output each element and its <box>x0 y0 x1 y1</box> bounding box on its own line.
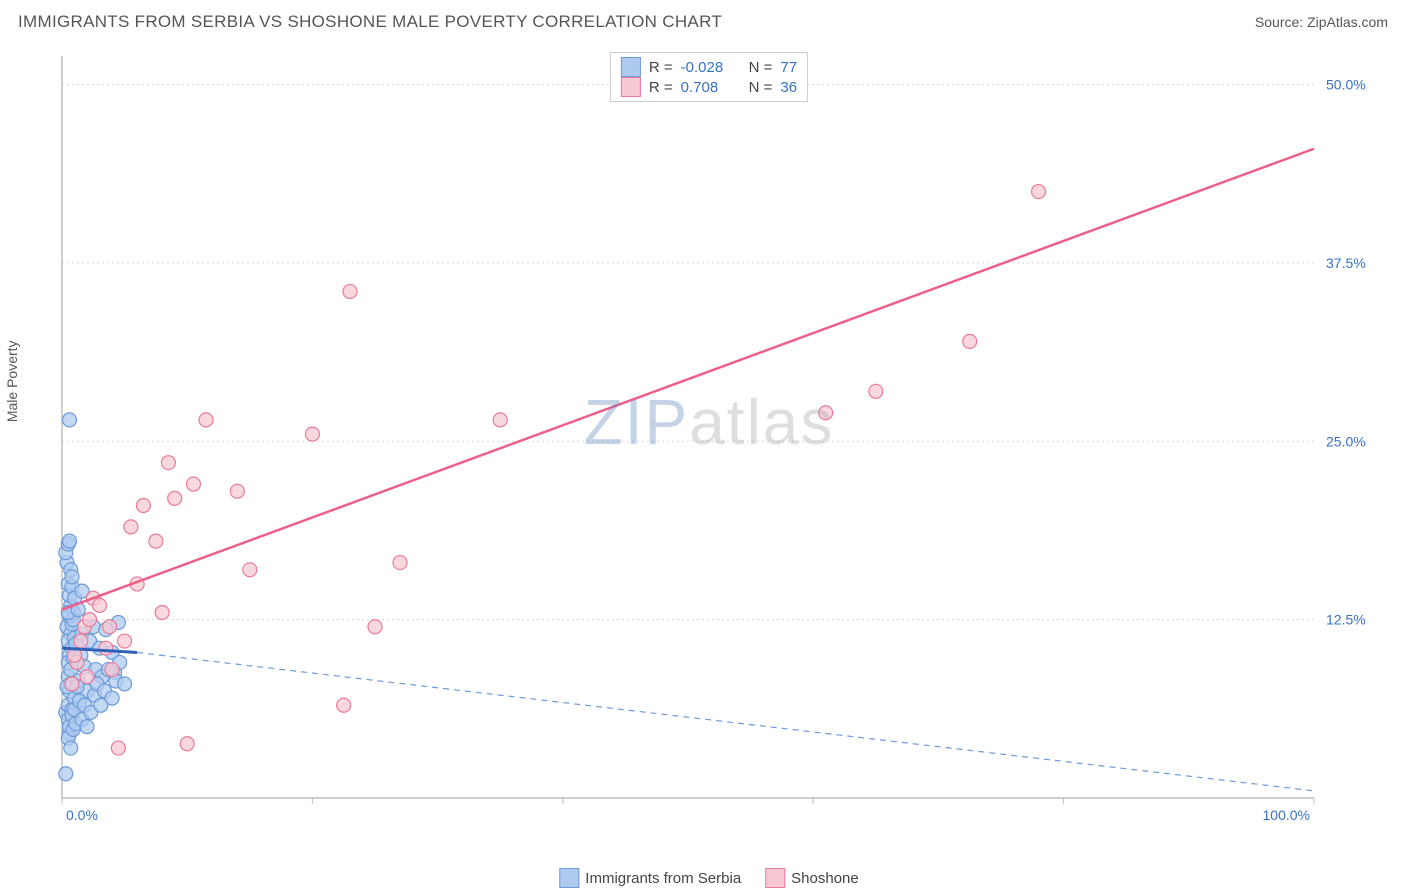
legend-r-label: R = <box>649 59 673 76</box>
data-point <box>80 670 94 684</box>
data-point <box>63 534 77 548</box>
data-point <box>199 413 213 427</box>
data-point <box>337 698 351 712</box>
x-tick-label: 100.0% <box>1263 807 1310 823</box>
data-point <box>118 677 132 691</box>
scatter-plot: 12.5% 25.0% 37.5% 50.0% 0.0% 100.0% <box>54 48 1384 828</box>
chart-title: IMMIGRANTS FROM SERBIA VS SHOSHONE MALE … <box>18 12 722 32</box>
x-tick-label: 0.0% <box>66 807 98 823</box>
chart-container: Male Poverty 12.5%25.0%37.5%50.0%0.0%100… <box>30 48 1388 862</box>
data-point <box>99 641 113 655</box>
data-point <box>155 606 169 620</box>
data-point <box>105 663 119 677</box>
trend-line <box>62 149 1314 610</box>
legend-swatch <box>621 77 641 97</box>
y-tick-label: 12.5% <box>1326 612 1366 628</box>
legend-n-value: 77 <box>780 59 797 76</box>
data-point <box>161 456 175 470</box>
legend-row: R = 0.708 N = 36 <box>621 77 797 97</box>
data-point <box>343 284 357 298</box>
data-point <box>65 677 79 691</box>
data-point <box>103 620 117 634</box>
source-name: ZipAtlas.com <box>1307 14 1388 30</box>
data-point <box>230 484 244 498</box>
legend-row: R = -0.028 N = 77 <box>621 57 797 77</box>
data-point <box>64 741 78 755</box>
data-point <box>74 634 88 648</box>
data-point <box>136 498 150 512</box>
data-point <box>59 767 73 781</box>
data-point <box>105 691 119 705</box>
legend-n-label: N = <box>749 79 773 96</box>
legend-r-label: R = <box>649 79 673 96</box>
data-point <box>83 613 97 627</box>
source-attribution: Source: ZipAtlas.com <box>1255 14 1388 30</box>
series-legend: Immigrants from Serbia Shoshone <box>559 868 858 888</box>
data-point <box>1032 185 1046 199</box>
data-point <box>65 570 79 584</box>
legend-n-label: N = <box>749 59 773 76</box>
legend-swatch <box>559 868 579 888</box>
legend-label: Shoshone <box>791 870 859 887</box>
legend-item: Shoshone <box>765 868 859 888</box>
data-point <box>180 737 194 751</box>
legend-swatch <box>621 57 641 77</box>
data-point <box>243 563 257 577</box>
data-point <box>305 427 319 441</box>
data-point <box>186 477 200 491</box>
data-point <box>869 384 883 398</box>
legend-label: Immigrants from Serbia <box>585 870 741 887</box>
y-axis-label: Male Poverty <box>4 340 20 422</box>
trend-line-dashed <box>137 652 1314 790</box>
data-point <box>111 741 125 755</box>
data-point <box>493 413 507 427</box>
data-point <box>368 620 382 634</box>
y-tick-label: 25.0% <box>1326 433 1366 449</box>
data-point <box>393 556 407 570</box>
data-point <box>118 634 132 648</box>
data-point <box>168 491 182 505</box>
legend-r-value: -0.028 <box>681 59 741 76</box>
data-point <box>80 720 94 734</box>
data-point <box>63 413 77 427</box>
data-point <box>149 534 163 548</box>
correlation-legend: R = -0.028 N = 77 R = 0.708 N = 36 <box>610 52 808 102</box>
data-point <box>93 598 107 612</box>
data-point <box>963 334 977 348</box>
legend-item: Immigrants from Serbia <box>559 868 741 888</box>
y-tick-label: 37.5% <box>1326 255 1366 271</box>
legend-n-value: 36 <box>780 79 797 96</box>
data-point <box>124 520 138 534</box>
y-tick-label: 50.0% <box>1326 77 1366 93</box>
legend-swatch <box>765 868 785 888</box>
chart-header: IMMIGRANTS FROM SERBIA VS SHOSHONE MALE … <box>0 0 1406 40</box>
source-prefix: Source: <box>1255 14 1307 30</box>
data-point <box>819 406 833 420</box>
legend-r-value: 0.708 <box>681 79 741 96</box>
